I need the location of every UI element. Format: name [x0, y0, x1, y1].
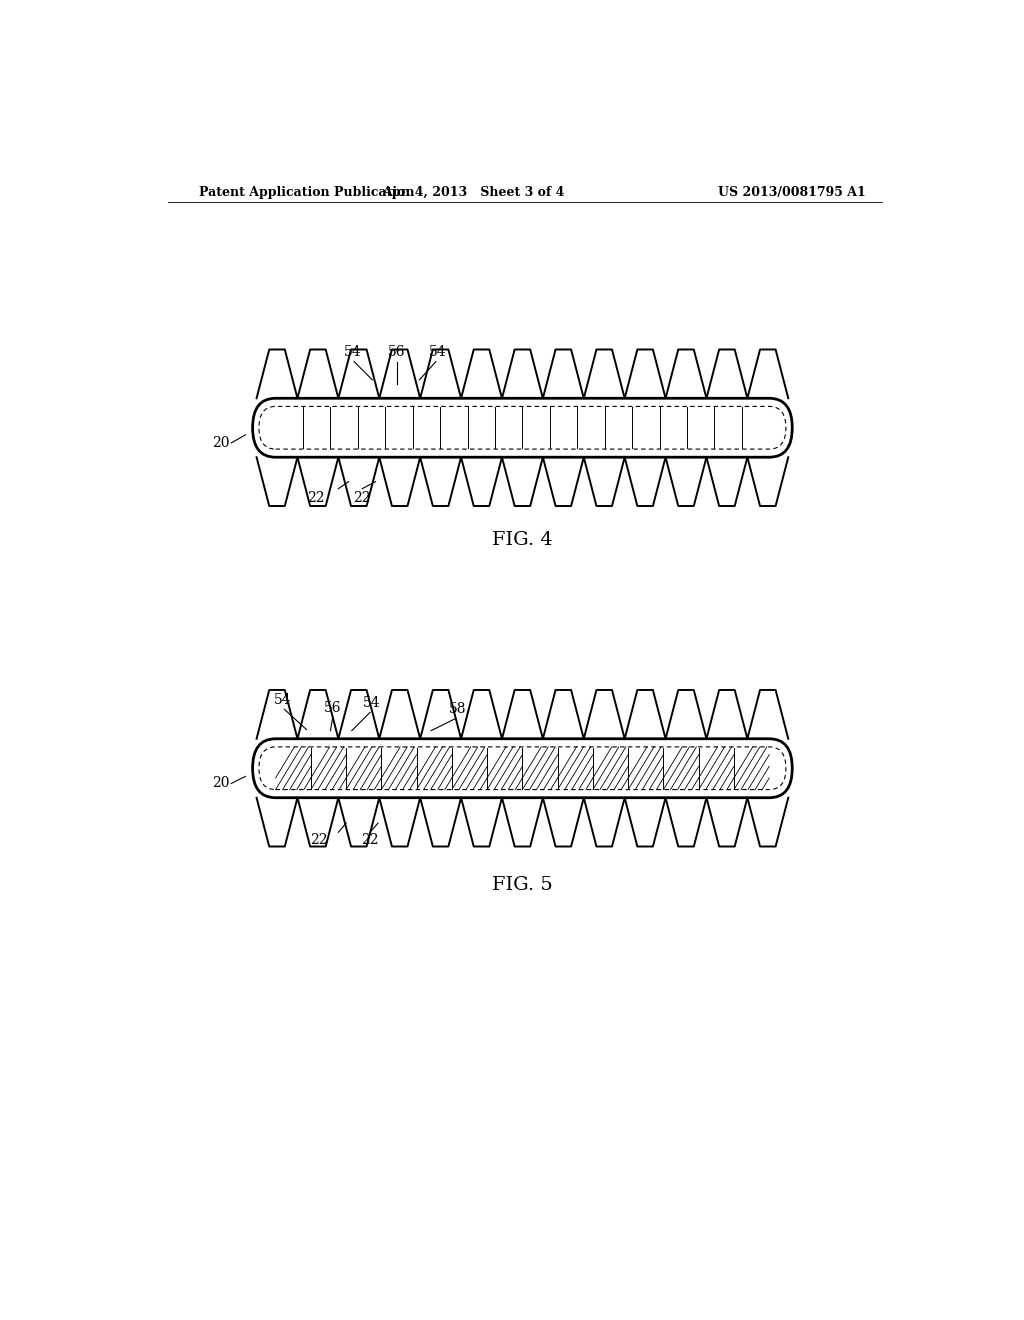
Text: 22: 22 [309, 833, 328, 847]
Text: 58: 58 [449, 702, 466, 717]
FancyBboxPatch shape [259, 407, 785, 449]
Text: 22: 22 [361, 833, 379, 847]
Text: 56: 56 [324, 701, 341, 715]
FancyBboxPatch shape [253, 399, 793, 457]
Text: FIG. 4: FIG. 4 [493, 531, 553, 549]
Text: Patent Application Publication: Patent Application Publication [200, 186, 415, 199]
Text: FIG. 5: FIG. 5 [493, 876, 553, 894]
Text: Apr. 4, 2013   Sheet 3 of 4: Apr. 4, 2013 Sheet 3 of 4 [382, 186, 564, 199]
Text: 20: 20 [212, 776, 229, 791]
Text: 22: 22 [307, 491, 325, 504]
FancyBboxPatch shape [253, 739, 793, 797]
Text: 56: 56 [387, 345, 404, 359]
Text: US 2013/0081795 A1: US 2013/0081795 A1 [718, 186, 866, 199]
Text: 54: 54 [274, 693, 292, 708]
FancyBboxPatch shape [259, 747, 785, 789]
Text: 54: 54 [344, 345, 361, 359]
Text: 54: 54 [429, 345, 446, 359]
Text: 22: 22 [353, 491, 371, 504]
Text: 20: 20 [212, 436, 229, 450]
Text: 54: 54 [362, 697, 381, 710]
